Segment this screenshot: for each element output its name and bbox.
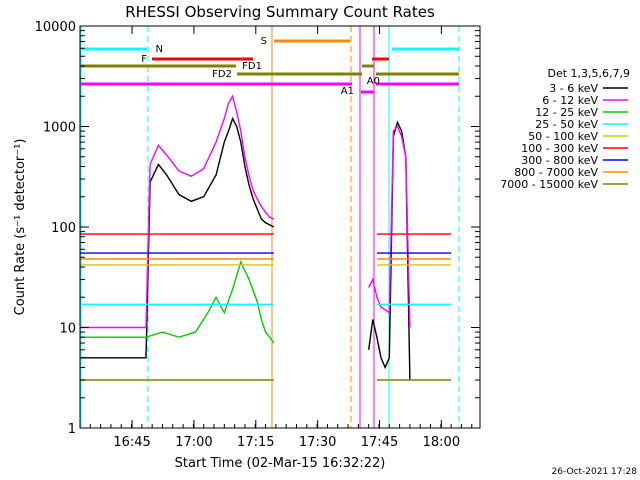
- legend-title: Det 1,3,5,6,7,9: [547, 67, 630, 80]
- legend-label: 100 - 300 keV: [521, 142, 598, 155]
- y-tick-label: 1: [68, 422, 76, 437]
- y-tick-label: 1000: [43, 121, 76, 136]
- y-tick-label: 100: [51, 221, 76, 236]
- series-line: [80, 94, 275, 329]
- annotation-label: A0: [367, 76, 380, 87]
- plot-area: [80, 26, 480, 428]
- annotation-label: A1: [341, 86, 354, 97]
- series-line: [80, 259, 275, 344]
- x-tick-label: 17:00: [175, 435, 212, 450]
- x-tick-label: 16:45: [113, 435, 150, 450]
- y-tick-label: 10: [59, 322, 76, 337]
- x-tick-label: 17:30: [299, 435, 336, 450]
- annotation-label: N: [156, 44, 163, 55]
- annotation-bars: NF FD1 FD2 S A0 A1: [80, 26, 460, 428]
- annotation-label: FD1: [242, 61, 262, 72]
- axes: 16:45 17:00 17:15 17:30 17:45 18:00 1 10 100 1000…: [35, 20, 481, 450]
- legend-label: 6 - 12 keV: [542, 94, 598, 107]
- series-line: [80, 116, 275, 359]
- series-layer: [80, 94, 452, 381]
- legend-label: 800 - 7000 keV: [514, 166, 598, 179]
- annotation-label: S: [261, 36, 267, 47]
- x-axis-label: Start Time (02-Mar-15 16:32:22): [175, 456, 386, 471]
- annotation-label: F: [141, 54, 147, 65]
- legend-label: 300 - 800 keV: [521, 154, 598, 167]
- chart-title: RHESSI Observing Summary Count Rates: [125, 3, 435, 21]
- legend-label: 12 - 25 keV: [535, 106, 598, 119]
- legend-label: 25 - 50 keV: [535, 118, 598, 131]
- x-tick-label: 17:15: [237, 435, 274, 450]
- annotation-label: FD2: [212, 69, 232, 80]
- y-tick-label: 10000: [35, 20, 76, 35]
- legend-label: 50 - 100 keV: [528, 130, 598, 143]
- timestamp: 26-Oct-2021 17:28: [552, 467, 638, 477]
- x-tick-label: 18:00: [423, 435, 460, 450]
- legend-label: 7000 - 15000 keV: [500, 178, 598, 191]
- legend-label: 3 - 6 keV: [549, 82, 598, 95]
- x-tick-label: 17:45: [361, 435, 398, 450]
- y-axis-label: Count Rate (s⁻¹ detector⁻¹): [13, 139, 28, 316]
- series-line-after-gap: [368, 125, 411, 328]
